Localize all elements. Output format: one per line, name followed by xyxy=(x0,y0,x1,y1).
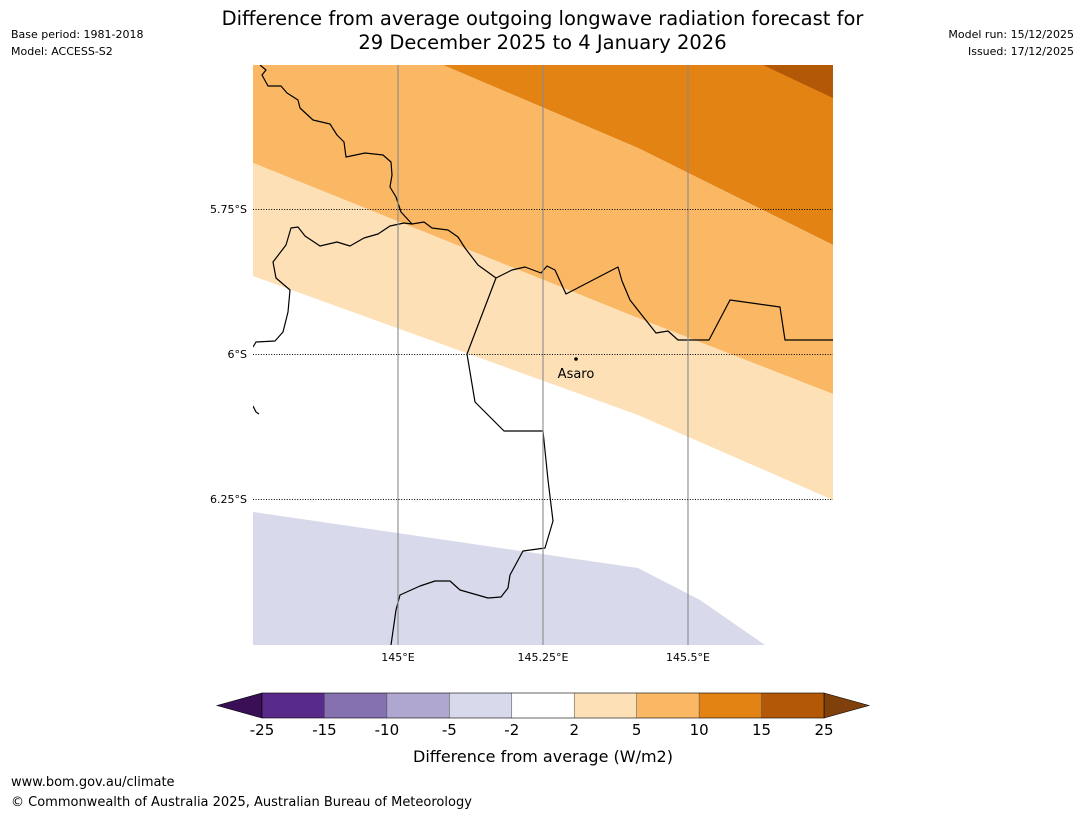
lat-label-6s: 6°S xyxy=(228,348,247,361)
lat-axis-labels: 5.75°S 6°S 6.25°S xyxy=(210,203,247,506)
colorbar-swatch xyxy=(574,693,637,718)
metadata-right: Model run: 15/12/2025 Issued: 17/12/2025 xyxy=(948,26,1074,60)
map-title: Difference from average outgoing longwav… xyxy=(0,7,1085,55)
colorbar-tick-label: 5 xyxy=(632,721,642,739)
footer-url: www.bom.gov.au/climate xyxy=(11,775,175,790)
lat-label-5-75s: 5.75°S xyxy=(210,203,247,216)
model-name: Model: ACCESS-S2 xyxy=(11,45,113,58)
model-run: Model run: 15/12/2025 xyxy=(948,28,1074,41)
lon-label-145-25e: 145.25°E xyxy=(518,651,569,664)
base-period: Base period: 1981-2018 xyxy=(11,28,144,41)
colorbar-swatch xyxy=(324,693,387,718)
lon-label-145e: 145°E xyxy=(381,651,414,664)
colorbar-swatch xyxy=(761,693,824,718)
map-area: Asaro xyxy=(253,65,833,645)
colorbar-swatch xyxy=(511,693,575,718)
coastline-border xyxy=(253,65,833,645)
colorbar-swatch xyxy=(262,693,325,718)
title-line-2: 29 December 2025 to 4 January 2026 xyxy=(358,31,727,54)
region-band-10-15 xyxy=(443,65,833,245)
lon-label-145-5e: 145.5°E xyxy=(666,651,710,664)
colorbar-swatch xyxy=(699,693,762,718)
colorbar-over-arrow xyxy=(823,692,871,719)
colorbar-swatch xyxy=(386,693,450,718)
colorbar-tick-label: 10 xyxy=(690,721,709,739)
border-province xyxy=(390,277,554,645)
colorbar-tick-label: 2 xyxy=(569,721,579,739)
coastline-north xyxy=(259,65,833,341)
coastline-fragment xyxy=(253,405,260,415)
footer-copyright: © Commonwealth of Australia 2025, Austra… xyxy=(11,795,472,810)
region-band-15-25 xyxy=(763,65,833,98)
title-line-1: Difference from average outgoing longwav… xyxy=(221,7,864,30)
metadata-left: Base period: 1981-2018 Model: ACCESS-S2 xyxy=(11,26,143,60)
asaro-marker xyxy=(574,357,578,361)
lat-label-6-25s: 6.25°S xyxy=(210,493,247,506)
colorbar-tick-label: 25 xyxy=(814,721,833,739)
issued-date: Issued: 17/12/2025 xyxy=(967,45,1074,58)
colorbar-under-arrow xyxy=(215,692,263,719)
coastline-west xyxy=(253,222,413,348)
colorbar-title: Difference from average (W/m2) xyxy=(413,747,673,766)
colorbar-swatch xyxy=(636,693,700,718)
colorbar-tick-label: 15 xyxy=(752,721,771,739)
colorbar-tick-label: -15 xyxy=(312,721,337,739)
parallels xyxy=(253,209,833,500)
colorbar-tick-label: -10 xyxy=(375,721,400,739)
colorbar-swatch xyxy=(449,693,512,718)
lon-axis-labels: 145°E 145.25°E 145.5°E xyxy=(381,651,710,664)
colorbar-tick-label: -25 xyxy=(250,721,275,739)
colorbar-tick-label: -5 xyxy=(442,721,457,739)
colorbar-tick-label: -2 xyxy=(504,721,519,739)
colorbar-frame xyxy=(261,692,825,719)
place-label-asaro: Asaro xyxy=(558,367,595,382)
